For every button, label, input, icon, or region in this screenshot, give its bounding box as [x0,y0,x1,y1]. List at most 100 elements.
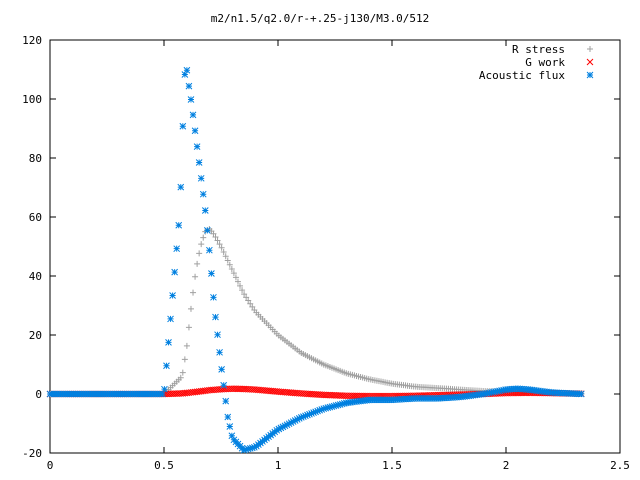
y-tick-label: -20 [22,447,42,460]
data-point [239,287,246,294]
y-tick-label: 20 [29,329,42,342]
data-point [177,183,185,191]
data-point [177,374,184,381]
data-point [195,159,203,166]
data-point [185,324,192,331]
data-point [234,278,241,285]
data-point [245,297,252,304]
data-point [175,221,183,229]
data-point [214,237,221,244]
data-point [334,401,342,409]
data-point [218,244,225,251]
data-point [216,241,223,248]
data-point [283,421,291,429]
data-point [293,416,301,423]
data-point [183,66,191,74]
data-point [222,253,229,260]
legend-marker [586,71,594,79]
data-point [306,410,313,418]
legend-marker [587,46,593,52]
data-point [326,403,334,411]
data-point [226,423,234,430]
data-point [330,402,338,410]
data-point [250,443,258,451]
data-point [332,402,340,409]
data-point [203,227,211,234]
data-point [308,410,315,417]
data-point [248,444,256,452]
data-point [228,265,235,272]
data-point [179,122,187,130]
data-point [210,230,217,237]
data-point [318,406,326,413]
data-point [324,404,332,411]
series-layer [46,66,585,454]
data-point [304,411,311,419]
data-point [240,446,248,454]
data-point [230,270,237,277]
plot-frame [49,39,621,454]
data-point [173,245,181,253]
data-point [310,409,317,416]
data-point [192,273,199,280]
data-point [302,412,309,420]
data-point [161,385,168,393]
data-point [181,71,189,78]
data-point [220,381,228,389]
data-point [289,418,297,425]
data-point [198,241,205,248]
data-point [237,282,244,289]
data-point [189,111,197,119]
series-acoustic-flux [46,66,585,454]
data-point [243,294,250,301]
data-point [312,408,319,416]
data-point [201,207,209,214]
data-point [249,303,256,310]
data-point [196,250,203,257]
data-point [577,390,585,398]
data-point [193,143,201,150]
data-point [281,422,289,430]
data-point [287,419,295,426]
data-point [242,446,250,453]
data-point [187,305,194,312]
data-point [212,234,219,241]
data-point [212,313,219,321]
data-point [187,96,195,103]
data-point [226,261,233,268]
data-point [163,362,170,370]
data-point [220,249,227,256]
data-point [277,424,285,432]
data-point [194,260,201,267]
data-point [297,414,305,421]
data-point [208,270,215,277]
legend-label: G work [525,56,565,69]
data-point [185,82,193,90]
data-point [159,390,166,398]
y-tick-label: 100 [22,93,42,106]
data-point [179,369,186,376]
series-r-stress [47,225,585,397]
data-point [320,405,328,413]
data-point [228,432,236,440]
data-point [340,400,348,407]
data-point [316,406,324,414]
x-tick-label: 2.5 [610,459,630,472]
legend-marker [586,58,594,66]
data-point [165,338,172,346]
x-tick-label: 2 [503,459,510,472]
data-point [244,445,252,453]
data-point [285,420,293,428]
legend-label: Acoustic flux [479,69,565,82]
data-point [222,397,230,405]
data-point [171,268,178,276]
data-point [183,342,190,349]
data-point [216,348,223,356]
data-point [206,246,213,254]
legend-label: R stress [512,43,565,56]
x-tick-label: 1 [275,459,282,472]
data-point [300,413,307,420]
data-point [241,291,248,298]
